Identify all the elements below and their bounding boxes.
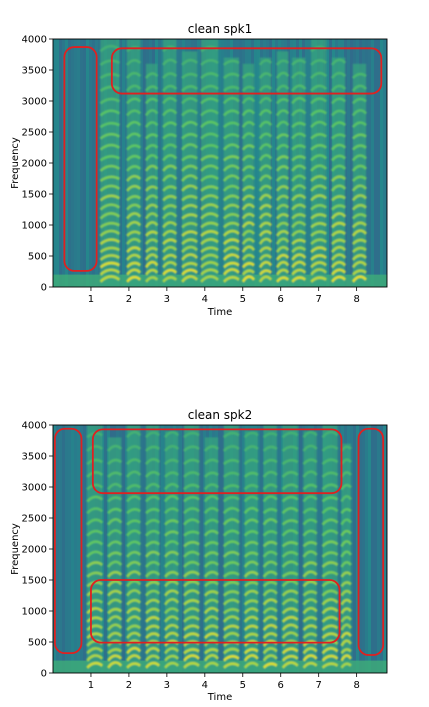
x-axis-1: 1 2 3 4 5 6 7 8: [88, 287, 360, 305]
x-tick-label: 4: [202, 294, 208, 305]
spectrogram-panel-1: clean spk1 1 2 3 4 5 6 7 8 0 500 1000 1500 2000 2500…: [10, 22, 388, 318]
y-tick-label: 4000: [22, 421, 47, 432]
x-tick-label: 8: [353, 680, 359, 691]
chart-title-2: clean spk2: [188, 408, 253, 422]
x-tick-label: 1: [88, 294, 94, 305]
annotation-box: [53, 427, 83, 655]
x-tick-label: 7: [315, 294, 321, 305]
y-tick-label: 2500: [22, 514, 47, 525]
y-tick-label: 1000: [22, 607, 47, 618]
x-tick-label: 7: [315, 680, 321, 691]
x-tick-label: 8: [353, 294, 359, 305]
x-tick-label: 5: [240, 680, 246, 691]
annotation-box: [91, 428, 343, 495]
annotation-box: [110, 47, 383, 95]
x-tick-label: 3: [164, 680, 170, 691]
y-tick-label: 2500: [22, 128, 47, 139]
annotation-box: [90, 579, 341, 644]
x-axis-label-2: Time: [207, 692, 232, 703]
y-tick-label: 0: [41, 283, 47, 294]
x-axis-2: 1 2 3 4 5 6 7 8: [88, 673, 360, 691]
y-tick-label: 500: [28, 252, 47, 263]
y-tick-label: 4000: [22, 35, 47, 46]
x-tick-label: 6: [278, 294, 284, 305]
y-tick-label: 1500: [22, 190, 47, 201]
y-axis-label-2: Frequency: [10, 523, 21, 575]
y-tick-label: 2000: [22, 159, 47, 170]
y-tick-label: 2000: [22, 545, 47, 556]
annotation-box: [63, 46, 98, 272]
spectrogram-panel-2: clean spk2 1 2 3 4 5 6 7 8 0 500 1000 1500 2000 2500…: [10, 408, 388, 703]
heatmap-2: [53, 425, 387, 673]
x-tick-label: 2: [126, 680, 132, 691]
y-axis-1: 0 500 1000 1500 2000 2500 3000 3500 4000: [22, 35, 53, 294]
x-tick-label: 3: [164, 294, 170, 305]
x-tick-label: 5: [240, 294, 246, 305]
y-tick-label: 3000: [22, 97, 47, 108]
x-axis-label-1: Time: [207, 307, 232, 318]
x-tick-label: 1: [88, 680, 94, 691]
x-tick-label: 4: [202, 680, 208, 691]
y-tick-label: 3000: [22, 483, 47, 494]
x-tick-label: 2: [126, 294, 132, 305]
heatmap-1: [53, 39, 387, 287]
y-tick-label: 500: [28, 638, 47, 649]
chart-title-1: clean spk1: [188, 22, 253, 36]
x-tick-label: 6: [278, 680, 284, 691]
y-axis-label-1: Frequency: [10, 137, 21, 189]
y-tick-label: 1500: [22, 576, 47, 587]
annotation-boxes-1: [63, 46, 383, 272]
annotation-boxes-2: [53, 427, 385, 656]
y-tick-label: 1000: [22, 221, 47, 232]
y-tick-label: 0: [41, 669, 47, 680]
y-tick-label: 3500: [22, 452, 47, 463]
y-axis-2: 0 500 1000 1500 2000 2500 3000 3500 4000: [22, 421, 53, 680]
y-tick-label: 3500: [22, 66, 47, 77]
annotation-box: [357, 427, 385, 656]
